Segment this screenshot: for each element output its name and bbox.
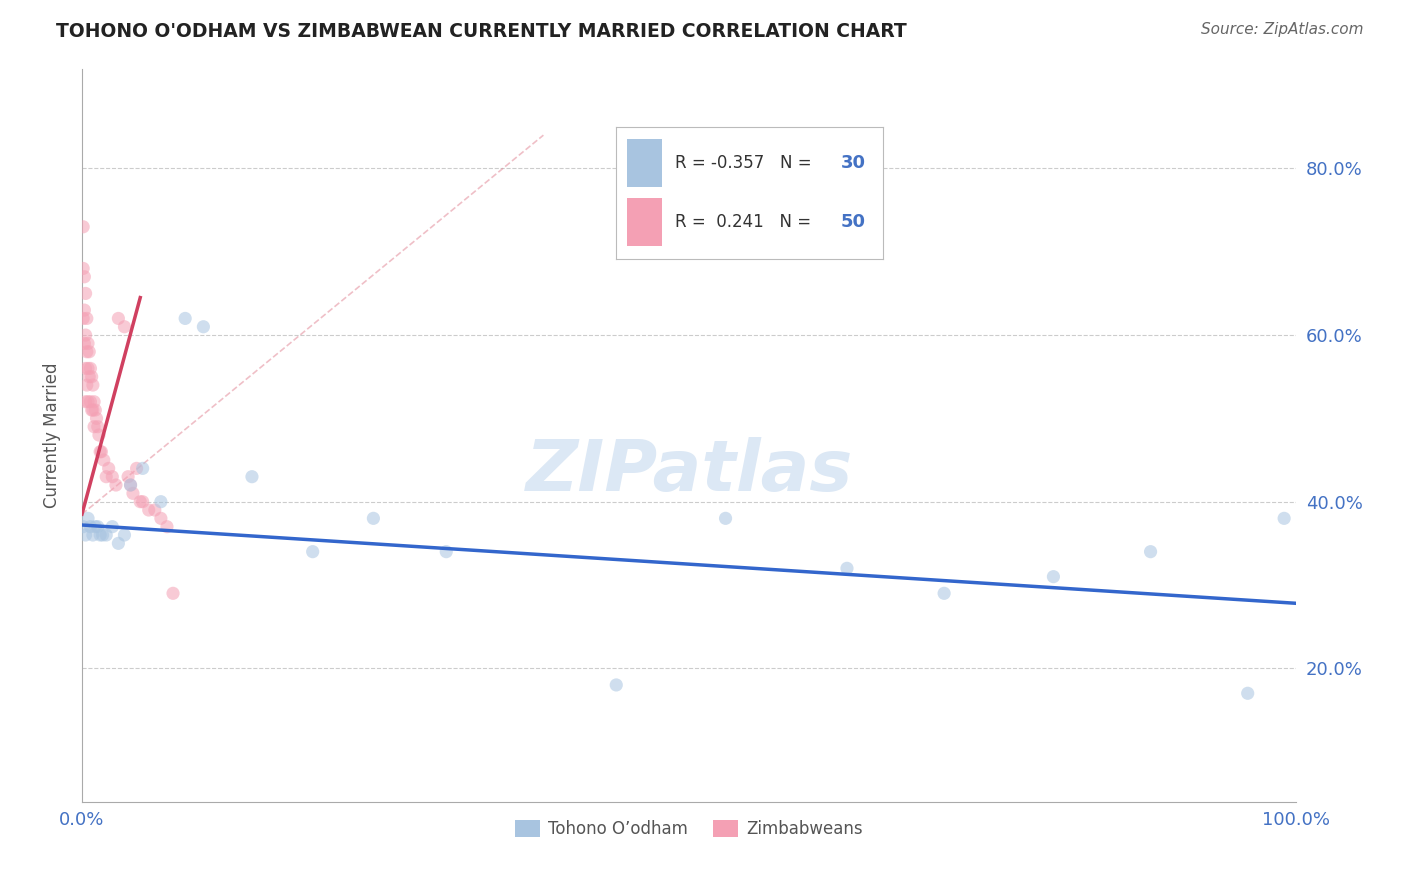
Point <box>120 478 142 492</box>
Point <box>174 311 197 326</box>
Point <box>76 378 98 392</box>
Point <box>835 561 858 575</box>
Point <box>77 344 100 359</box>
Point <box>79 394 101 409</box>
Point <box>77 394 100 409</box>
Point <box>162 586 184 600</box>
Point <box>301 544 323 558</box>
Point <box>1272 511 1295 525</box>
Point <box>75 328 97 343</box>
Point <box>114 528 136 542</box>
Point <box>101 519 124 533</box>
Point <box>75 286 97 301</box>
Point <box>87 519 110 533</box>
Point <box>89 528 111 542</box>
Point <box>143 503 166 517</box>
Point <box>240 469 263 483</box>
Point <box>89 444 111 458</box>
Point <box>77 361 100 376</box>
Point <box>97 461 120 475</box>
Point <box>73 269 96 284</box>
Point <box>131 461 153 475</box>
Point <box>104 478 127 492</box>
Point <box>72 219 94 234</box>
Point <box>80 403 103 417</box>
Point <box>75 394 97 409</box>
Point <box>1042 569 1064 583</box>
Point <box>149 511 172 525</box>
Point <box>82 378 104 392</box>
Point <box>117 469 139 483</box>
Point <box>83 419 105 434</box>
Text: TOHONO O'ODHAM VS ZIMBABWEAN CURRENTLY MARRIED CORRELATION CHART: TOHONO O'ODHAM VS ZIMBABWEAN CURRENTLY M… <box>56 22 907 41</box>
Point <box>96 528 118 542</box>
Point <box>101 469 124 483</box>
Point <box>138 503 160 517</box>
Point <box>77 511 100 525</box>
Point <box>90 444 112 458</box>
Point <box>114 319 136 334</box>
Point <box>75 361 97 376</box>
Point <box>86 411 108 425</box>
Point <box>76 344 98 359</box>
Point <box>84 403 107 417</box>
Point <box>122 486 145 500</box>
Point <box>96 469 118 483</box>
Point <box>91 528 114 542</box>
Point <box>84 519 107 533</box>
Point <box>434 544 457 558</box>
Point <box>77 336 100 351</box>
Point <box>83 394 105 409</box>
Point <box>75 528 97 542</box>
Point <box>72 311 94 326</box>
Point <box>73 303 96 318</box>
Point <box>80 369 103 384</box>
Point <box>79 519 101 533</box>
Point <box>193 319 215 334</box>
Point <box>120 478 142 492</box>
Text: Source: ZipAtlas.com: Source: ZipAtlas.com <box>1201 22 1364 37</box>
Point <box>72 261 94 276</box>
Legend: Tohono O’odham, Zimbabweans: Tohono O’odham, Zimbabweans <box>509 813 870 845</box>
Point <box>149 494 172 508</box>
Point <box>79 361 101 376</box>
Point <box>93 453 115 467</box>
Point <box>156 519 179 533</box>
Point <box>1236 686 1258 700</box>
Point <box>77 369 100 384</box>
Point <box>87 428 110 442</box>
Point <box>363 511 385 525</box>
Point <box>82 403 104 417</box>
Point <box>131 494 153 508</box>
Point <box>125 461 148 475</box>
Point <box>72 519 94 533</box>
Y-axis label: Currently Married: Currently Married <box>44 362 60 508</box>
Point <box>129 494 152 508</box>
Point <box>932 586 955 600</box>
Text: ZIPatlas: ZIPatlas <box>526 437 853 506</box>
Point <box>1139 544 1161 558</box>
Point <box>87 419 110 434</box>
Point <box>76 311 98 326</box>
Point <box>605 678 627 692</box>
Point <box>714 511 737 525</box>
Point <box>107 536 129 550</box>
Point <box>82 528 104 542</box>
Point <box>73 336 96 351</box>
Point <box>107 311 129 326</box>
